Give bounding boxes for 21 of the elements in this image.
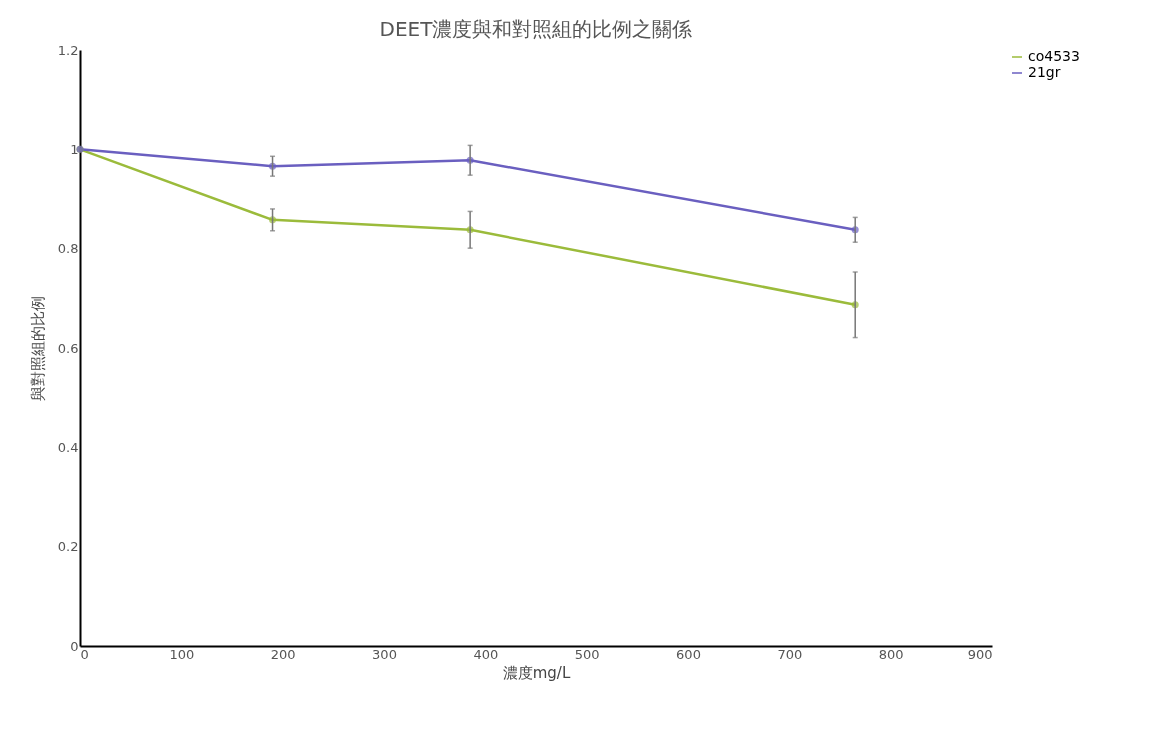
y-tick-label: 0.6 [57, 340, 79, 356]
y-tick-label: 0.8 [57, 241, 79, 257]
x-tick-label: 400 [473, 646, 499, 662]
x-tick-label: 0 [80, 646, 89, 662]
x-tick-label: 500 [574, 646, 600, 662]
legend-label: co4533 [1028, 48, 1080, 64]
x-tick-label: 900 [967, 646, 993, 662]
x-tick-label: 700 [777, 646, 803, 662]
y-tick-label: 1 [70, 141, 79, 157]
legend-label: 21gr [1028, 64, 1061, 80]
chart-title: DEET濃度與和對照組的比例之關係 [379, 17, 693, 41]
x-tick-label: 800 [878, 646, 904, 662]
y-tick-label: 0.2 [57, 539, 79, 555]
y-axis-title: 與對照組的比例 [28, 296, 47, 401]
y-tick-label: 1.2 [57, 42, 79, 58]
x-axis-title: 濃度mg/L [502, 663, 571, 682]
x-tick-label: 100 [169, 646, 195, 662]
x-tick-label: 300 [372, 646, 397, 662]
x-tick-label: 200 [270, 646, 296, 662]
x-tick-label: 600 [676, 646, 701, 662]
y-tick-label: 0.4 [57, 439, 79, 455]
